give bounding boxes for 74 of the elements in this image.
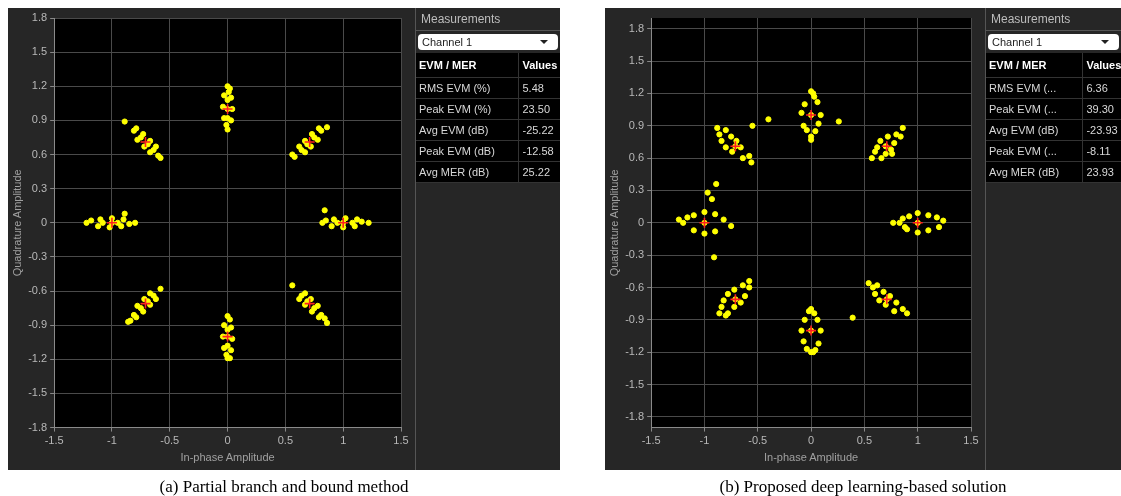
text: (b) Proposed deep learning-based solution: [718, 477, 1008, 496]
x-tick-label: 0: [808, 434, 815, 447]
y-tick-label: -0.9: [28, 318, 48, 331]
text: EVM / MER: [416, 53, 519, 77]
y-tick-label: -1.2: [625, 345, 645, 358]
y-tick-label: 1.8: [31, 11, 48, 24]
text: Peak EVM (...: [986, 98, 1083, 119]
text: -12.58: [518, 140, 560, 161]
x-tick-label: 0.5: [277, 434, 294, 447]
text: 5.48: [518, 77, 560, 98]
y-axis-title: Quadrature Amplitude: [10, 169, 23, 277]
x-tick-label: -1.5: [641, 434, 661, 447]
y-tick-label: -0.3: [625, 248, 645, 261]
x-tick-label: 0.5: [856, 434, 873, 447]
y-tick-label: -1.8: [625, 409, 645, 422]
x-axis-title: In-phase Amplitude: [180, 451, 275, 464]
x-tick-label: -1: [107, 434, 117, 447]
y-tick-label: 0.3: [628, 183, 645, 196]
text: EVM / MER: [986, 53, 1083, 77]
text: (a) Partial branch and bound method: [158, 477, 410, 496]
text: 23.93: [1082, 161, 1121, 182]
y-tick-label: 1.2: [628, 86, 645, 99]
y-axis-title: Quadrature Amplitude: [607, 169, 620, 277]
text: Peak EVM (...: [986, 140, 1083, 161]
text: 6.36: [1082, 77, 1121, 98]
text: 39.30: [1082, 98, 1121, 119]
text: Measurements: [986, 8, 1121, 31]
text: Channel 1: [992, 36, 1043, 48]
y-tick-label: 0: [638, 215, 645, 228]
y-tick-label: 0: [41, 215, 48, 228]
text: Values: [518, 53, 560, 77]
x-tick-label: 1.5: [963, 434, 979, 447]
x-tick-label: -0.5: [160, 434, 180, 447]
y-tick-label: -1.8: [28, 420, 48, 433]
x-tick-label: -1: [699, 434, 710, 447]
y-tick-label: -1.5: [28, 386, 48, 399]
x-tick-label: 1.5: [393, 434, 409, 447]
y-tick-label: -0.3: [28, 249, 48, 262]
text: Peak EVM (%): [416, 98, 519, 119]
y-tick-label: 0.9: [31, 113, 48, 126]
y-tick-label: -0.6: [28, 284, 48, 297]
y-tick-label: -1.5: [625, 377, 645, 390]
text: 25.22: [518, 161, 560, 182]
y-tick-label: 0.6: [31, 147, 48, 160]
text: -8.11: [1082, 140, 1121, 161]
y-tick-label: -0.6: [625, 280, 645, 293]
x-tick-label: -0.5: [748, 434, 768, 447]
x-axis-title: In-phase Amplitude: [763, 451, 859, 464]
y-tick-label: 0.6: [628, 151, 645, 164]
text: RMS EVM (%): [416, 77, 519, 98]
y-tick-label: 1.8: [628, 21, 645, 34]
y-tick-label: 0.3: [31, 181, 48, 194]
y-tick-label: 0.9: [628, 118, 645, 131]
text: Peak EVM (dB): [416, 140, 519, 161]
x-tick-label: 1: [914, 434, 921, 447]
text: RMS EVM (...: [986, 77, 1083, 98]
y-tick-label: 1.5: [628, 54, 645, 67]
text: Values: [1082, 53, 1121, 77]
text: Avg EVM (dB): [986, 119, 1083, 140]
text: Avg MER (dB): [416, 161, 519, 182]
x-tick-label: -1.5: [44, 434, 64, 447]
y-tick-label: -0.9: [625, 312, 645, 325]
x-tick-label: 1: [340, 434, 347, 447]
text: Measurements: [416, 8, 560, 31]
y-tick-label: 1.5: [31, 45, 48, 58]
text: Avg EVM (dB): [416, 119, 519, 140]
text: Avg MER (dB): [986, 161, 1083, 182]
text: 23.50: [518, 98, 560, 119]
y-tick-label: -1.2: [28, 352, 48, 365]
text: -25.22: [518, 119, 560, 140]
text: Channel 1: [422, 36, 473, 48]
text: -23.93: [1082, 119, 1121, 140]
y-tick-label: 1.2: [31, 79, 48, 92]
x-tick-label: 0: [224, 434, 231, 447]
